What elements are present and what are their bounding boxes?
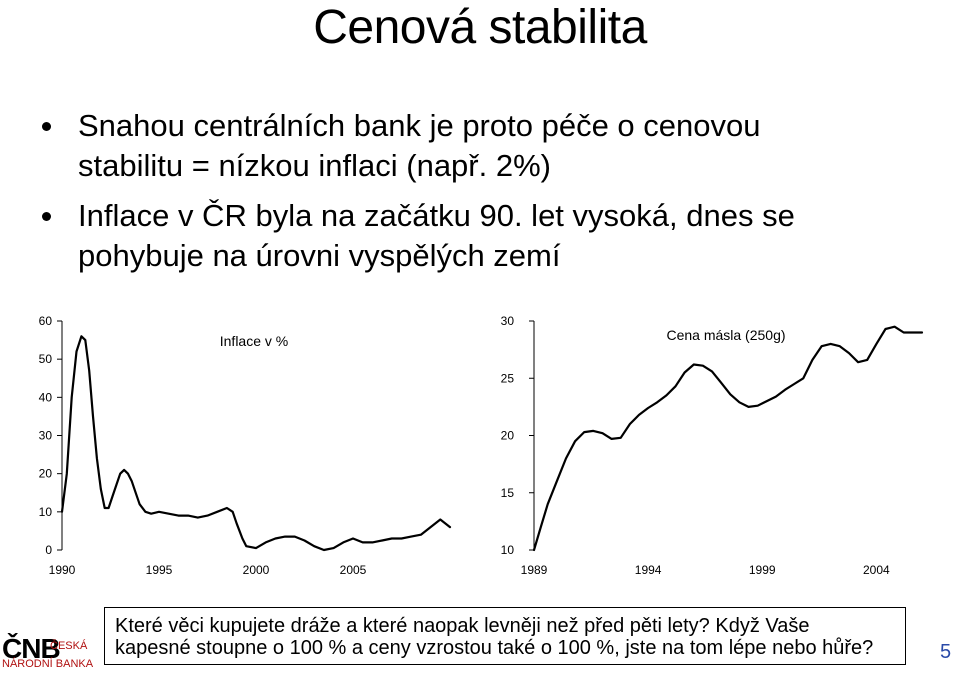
cnb-logo: ČNB ČESKÁ NÁRODNÍ BANKA — [2, 634, 102, 672]
bullet-line: Snahou centrálních bank je proto péče o … — [78, 108, 761, 143]
inflation-y-tick-label: 50 — [39, 352, 53, 366]
inflation-y-tick-label: 30 — [39, 429, 53, 443]
bullet-dot-icon — [42, 212, 51, 221]
bullet-list: Snahou centrálních bank je proto péče o … — [36, 106, 916, 286]
butter-y-tick-label: 10 — [501, 543, 515, 557]
inflation-x-tick-label: 2000 — [243, 563, 270, 577]
inflation-x-tick-label: 2005 — [340, 563, 367, 577]
butter-y-tick-label: 20 — [501, 429, 515, 443]
butter-chart-title: Cena másla (250g) — [666, 327, 785, 343]
butter-series-line — [532, 325, 924, 552]
butter-x-tick-label: 2004 — [863, 563, 890, 577]
logo-mark: ČNB — [2, 633, 61, 664]
inflation-y-tick-label: 20 — [39, 467, 53, 481]
butter-x-tick-label: 1989 — [521, 563, 548, 577]
inflation-y-tick-label: 0 — [45, 543, 52, 557]
bullet-line: pohybuje na úrovni vyspělých zemí — [78, 238, 561, 273]
logo-text-line: ČESKÁ — [50, 640, 88, 652]
inflation-x-tick-label: 1990 — [49, 563, 76, 577]
charts-area: 0 10 20 30 40 50 60 1990 1995 2000 2005 Inflace v %… — [39, 314, 924, 577]
question-box: Které věci kupujete dráže a které naopak… — [104, 607, 906, 665]
page-number: 5 — [940, 641, 952, 663]
butter-y-tick-label: 15 — [501, 486, 515, 500]
inflation-y-tick-label: 40 — [39, 390, 53, 404]
inflation-x-tick-label: 1995 — [146, 563, 173, 577]
bullet-dot-icon — [42, 122, 51, 131]
bullet-item: Snahou centrálních bank je proto péče o … — [36, 106, 916, 186]
question-line: kapesné stoupne o 100 % a ceny vzrostou … — [115, 637, 874, 659]
inflation-chart-title: Inflace v % — [220, 333, 288, 349]
inflation-series-line — [60, 335, 452, 552]
inflation-y-tick-label: 10 — [39, 505, 53, 519]
logo-text-line: NÁRODNÍ BANKA — [2, 658, 94, 670]
slide-title: Cenová stabilita — [313, 1, 647, 54]
bullet-item: Inflace v ČR byla na začátku 90. let vys… — [36, 196, 916, 276]
bullet-line: Inflace v ČR byla na začátku 90. let vys… — [78, 198, 795, 233]
bullet-line: stabilitu = nízkou inflaci (např. 2%) — [78, 148, 551, 183]
question-line: Které věci kupujete dráže a které naopak… — [115, 615, 810, 637]
inflation-y-tick-label: 60 — [39, 314, 53, 328]
butter-x-tick-label: 1999 — [749, 563, 776, 577]
butter-y-tick-label: 25 — [501, 371, 515, 385]
butter-y-tick-label: 30 — [501, 314, 515, 328]
butter-x-tick-label: 1994 — [635, 563, 662, 577]
